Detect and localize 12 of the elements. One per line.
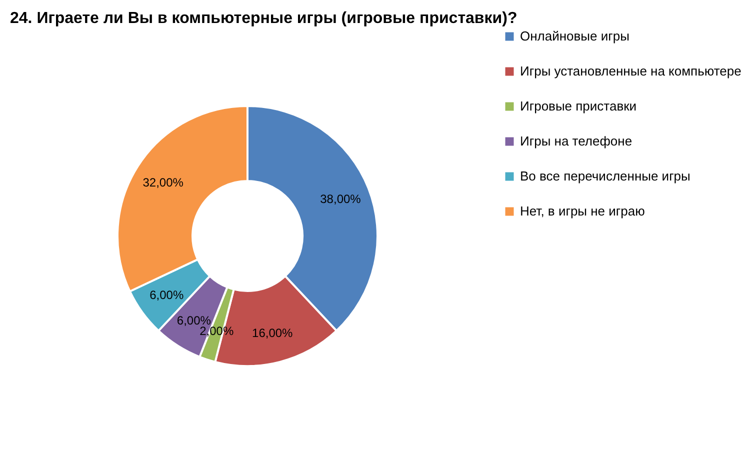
- chart-title: 24. Играете ли Вы в компьютерные игры (игровые приставки)?: [10, 10, 518, 27]
- legend-label: Во все перечисленные игры: [520, 168, 690, 184]
- data-label: 6,00%: [150, 288, 184, 302]
- legend-label: Игры на телефоне: [520, 134, 632, 148]
- data-label: 6,00%: [176, 313, 212, 328]
- legend-label: Игры установленные на компьютере: [520, 64, 742, 78]
- legend-label: Онлайновые игры: [520, 28, 630, 44]
- legend-label: Игровые приставки: [520, 98, 637, 114]
- data-label: 16,00%: [252, 326, 294, 340]
- data-label: 32,00%: [142, 175, 184, 190]
- legend-label: Нет, в игры не играю: [520, 204, 646, 218]
- data-label: 38,00%: [320, 192, 362, 206]
